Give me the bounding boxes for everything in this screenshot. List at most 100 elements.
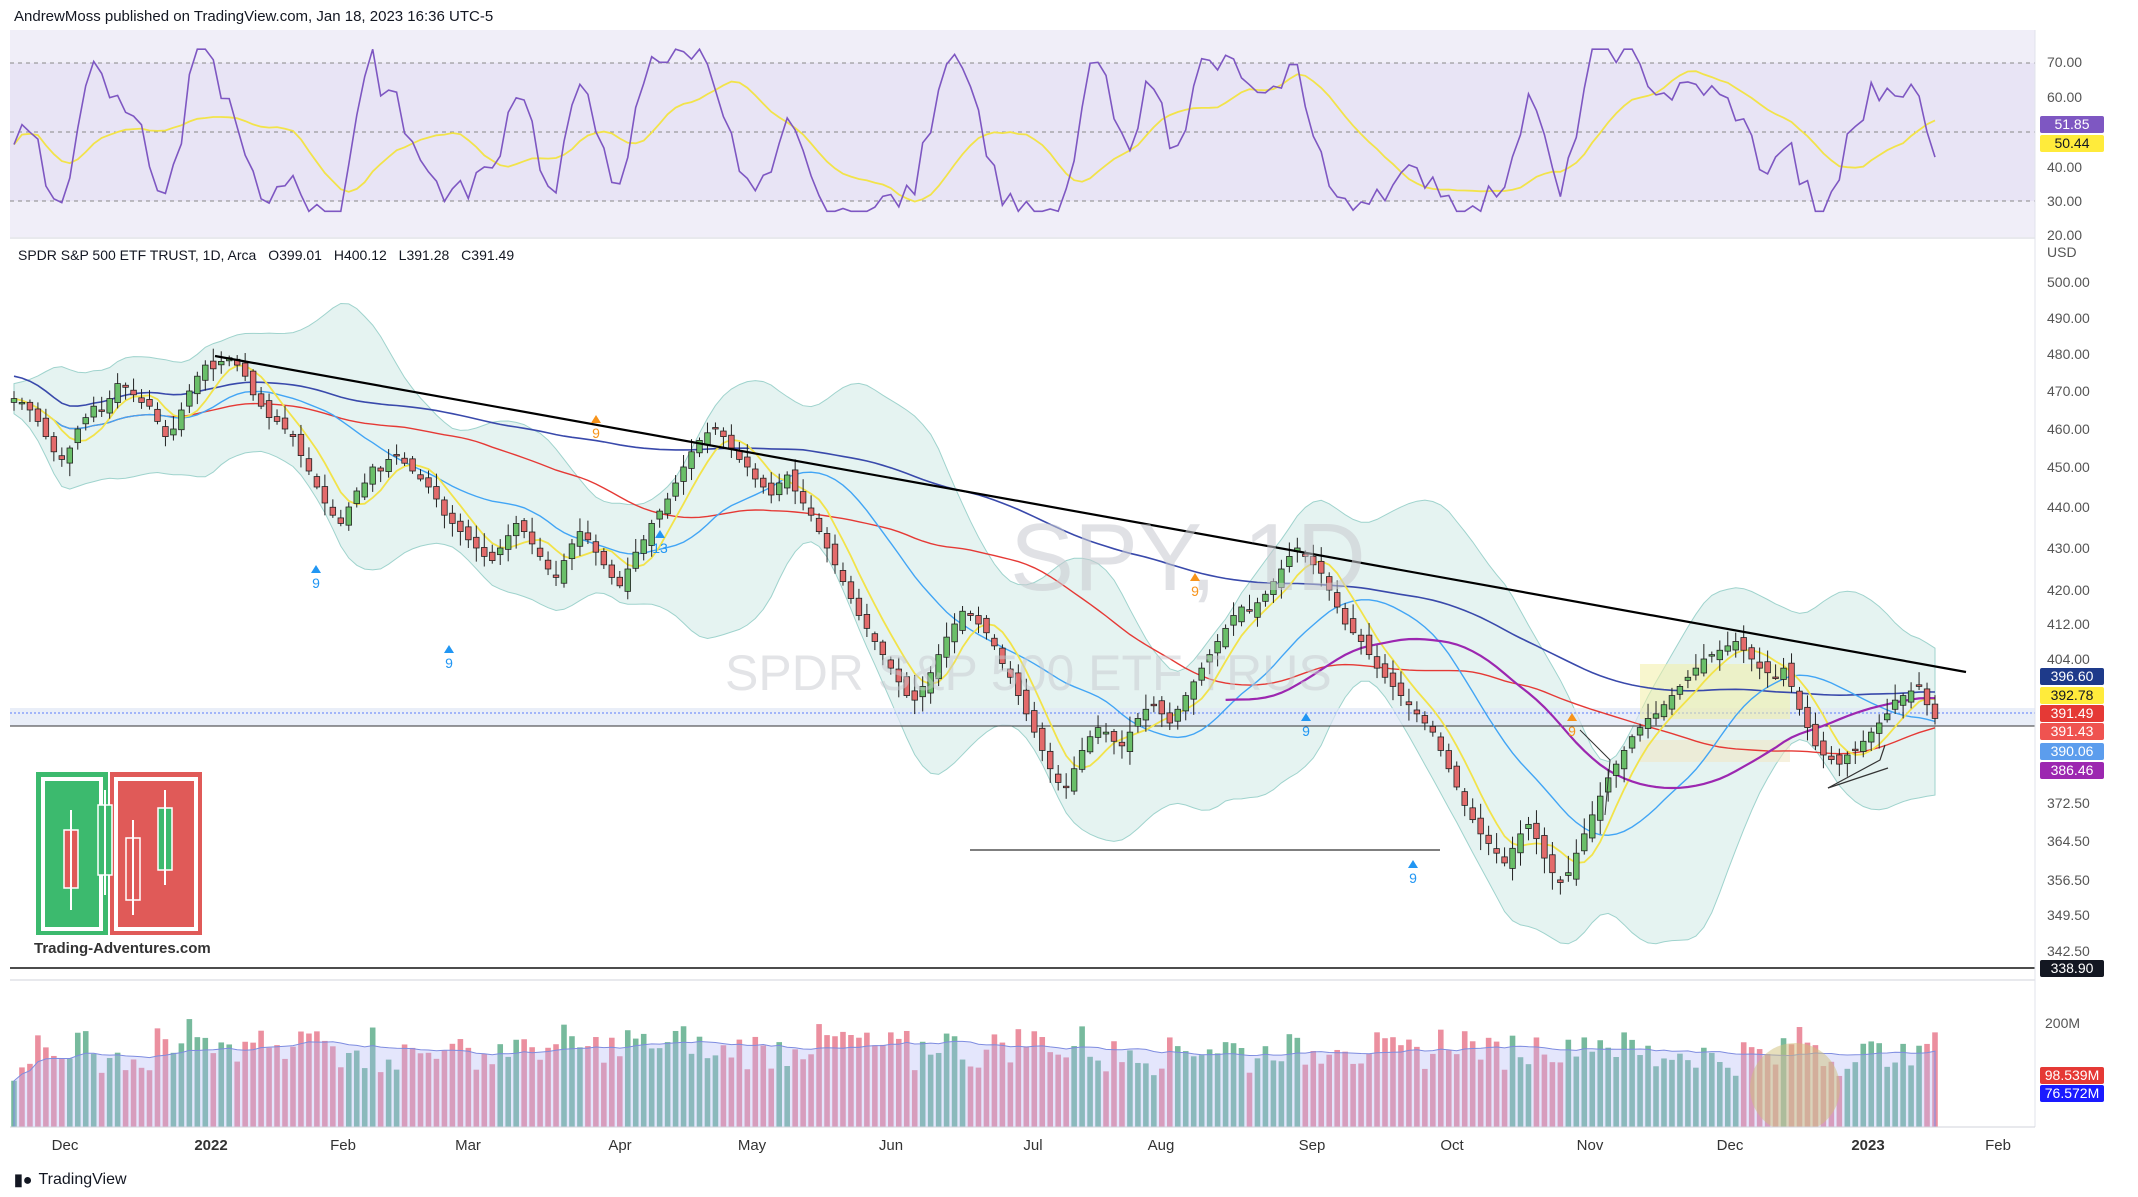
candle bbox=[1804, 706, 1811, 728]
candle bbox=[935, 654, 942, 680]
volume-bar bbox=[728, 1057, 735, 1127]
volume-bar bbox=[1485, 1037, 1492, 1127]
volume-bar bbox=[1860, 1043, 1867, 1127]
candle bbox=[672, 482, 679, 497]
volume-bar bbox=[369, 1027, 376, 1127]
volume-bar bbox=[1533, 1037, 1540, 1127]
volume-bar bbox=[1350, 1063, 1356, 1127]
candle bbox=[656, 510, 663, 520]
candle bbox=[776, 482, 783, 496]
ohlc-low: L391.28 bbox=[398, 247, 450, 263]
candle bbox=[584, 532, 592, 541]
candle bbox=[1094, 727, 1102, 738]
candle bbox=[369, 466, 376, 485]
candle bbox=[688, 451, 695, 469]
volume-bar bbox=[1262, 1046, 1269, 1127]
volume-bar bbox=[1477, 1059, 1484, 1127]
candle bbox=[465, 526, 472, 541]
candle bbox=[1573, 852, 1580, 880]
volume-bar bbox=[1294, 1037, 1301, 1127]
volume-bar bbox=[98, 1072, 105, 1127]
volume-bar bbox=[927, 1054, 934, 1127]
volume-bar bbox=[1836, 1075, 1843, 1127]
candle bbox=[624, 568, 631, 592]
candle bbox=[616, 576, 623, 587]
volume-bar bbox=[1119, 1062, 1125, 1127]
volume-bar bbox=[122, 1070, 129, 1127]
volume-bar bbox=[1230, 1043, 1237, 1127]
volume-bar bbox=[1565, 1039, 1572, 1127]
volume-bar bbox=[361, 1068, 368, 1127]
volume-bar bbox=[1063, 1057, 1069, 1127]
candle bbox=[146, 399, 153, 407]
price-axis[interactable]: 500.00 490.00 480.00 470.00 460.00 450.00 440.… bbox=[2047, 274, 2090, 959]
symbol-legend[interactable]: SPDR S&P 500 ETF TRUST, 1D, Arca O399.01… bbox=[18, 247, 514, 263]
volume-bar bbox=[1254, 1058, 1261, 1127]
volume-bar bbox=[1469, 1041, 1476, 1127]
volume-bar bbox=[760, 1045, 767, 1127]
ema-fast bbox=[13, 364, 1936, 864]
candle bbox=[1525, 823, 1532, 829]
candle bbox=[154, 408, 161, 422]
candle bbox=[1190, 681, 1197, 700]
volume-bar bbox=[1390, 1037, 1396, 1127]
volume-bar bbox=[1669, 1059, 1675, 1127]
td-arrow-icon bbox=[655, 530, 665, 538]
volume-bar bbox=[138, 1067, 145, 1127]
candle bbox=[377, 467, 384, 472]
volume-bar bbox=[1414, 1046, 1420, 1127]
candle bbox=[1453, 765, 1460, 788]
time-axis[interactable]: Dec 2022 Feb Mar Apr May Jun Jul Aug Sep Oct Nov Dec… bbox=[52, 1137, 2011, 1154]
volume-bar bbox=[1374, 1032, 1380, 1127]
volume-bar bbox=[1214, 1053, 1221, 1127]
candle bbox=[1756, 661, 1763, 669]
volume-bar bbox=[258, 1030, 264, 1127]
volume-bar bbox=[226, 1044, 233, 1127]
volume-bar bbox=[561, 1024, 567, 1127]
candle bbox=[58, 455, 66, 460]
volume-bar bbox=[1884, 1066, 1890, 1127]
candle bbox=[281, 417, 289, 430]
candle bbox=[305, 458, 313, 472]
volume-bar bbox=[274, 1045, 280, 1127]
candle bbox=[1676, 686, 1684, 695]
candle bbox=[457, 520, 464, 532]
candle bbox=[186, 390, 193, 407]
candle bbox=[1214, 641, 1221, 654]
volume-bar bbox=[1318, 1063, 1325, 1127]
volume-bar bbox=[1693, 1067, 1699, 1127]
candle bbox=[1238, 606, 1245, 623]
candle bbox=[1740, 637, 1747, 651]
candle bbox=[289, 434, 297, 438]
candle bbox=[640, 539, 647, 554]
volume-bar bbox=[1852, 1062, 1859, 1127]
tradingview-footer[interactable]: ▮● TradingView bbox=[14, 1170, 127, 1190]
candle bbox=[592, 541, 600, 553]
candle bbox=[959, 610, 966, 631]
candle bbox=[1597, 795, 1604, 821]
td-arrow-icon bbox=[1408, 860, 1418, 868]
candle bbox=[728, 434, 735, 449]
candle bbox=[911, 690, 918, 701]
volume-bar bbox=[146, 1070, 153, 1127]
volume-highlight bbox=[1750, 1043, 1840, 1133]
downtrend-line[interactable] bbox=[214, 354, 1967, 674]
rsi-axis[interactable]: 70.00 60.00 40.00 30.00 20.00 bbox=[2047, 54, 2082, 243]
volume-bar bbox=[696, 1036, 703, 1127]
volume-bar bbox=[617, 1056, 623, 1127]
volume-bar bbox=[792, 1049, 798, 1127]
candle bbox=[1086, 736, 1094, 753]
candle bbox=[433, 486, 440, 500]
candle bbox=[50, 436, 58, 453]
volume-bar bbox=[1238, 1048, 1245, 1127]
volume-bar bbox=[1461, 1031, 1468, 1127]
candle bbox=[1230, 615, 1237, 626]
candle bbox=[1844, 754, 1851, 765]
price-axis-tick: 430.00 bbox=[2047, 540, 2090, 556]
tradingview-footer-text: TradingView bbox=[38, 1171, 127, 1188]
candle bbox=[1860, 740, 1867, 752]
volume-bar bbox=[888, 1032, 894, 1127]
rsi-axis-tick: 60.00 bbox=[2047, 89, 2082, 105]
candle bbox=[273, 416, 281, 422]
